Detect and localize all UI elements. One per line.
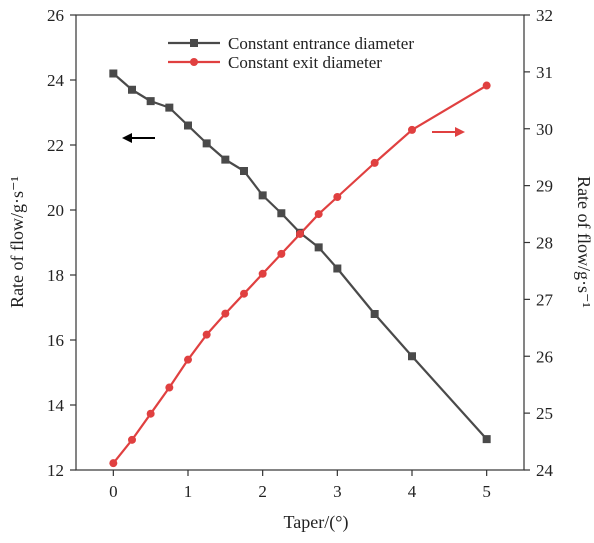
legend-label: Constant entrance diameter — [228, 34, 414, 53]
x-tick-label: 1 — [184, 482, 193, 501]
data-point-square — [146, 97, 155, 106]
data-point-square — [184, 121, 192, 130]
data-point-square — [109, 69, 118, 78]
series-line-2 — [112, 84, 488, 464]
y-left-tick-label: 18 — [47, 266, 64, 285]
data-point-square — [314, 243, 323, 252]
legend-label: Constant exit diameter — [228, 53, 382, 72]
x-tick-label: 2 — [258, 482, 267, 501]
data-point-square — [221, 155, 230, 164]
data-point-circle — [408, 125, 416, 134]
y-right-tick-label: 24 — [536, 461, 554, 480]
data-point-square — [333, 264, 342, 273]
annotations — [122, 127, 465, 143]
data-point-circle — [277, 249, 286, 258]
data-point-circle — [165, 383, 174, 392]
y-right-tick-label: 32 — [536, 6, 553, 25]
data-point-circle — [221, 309, 230, 318]
data-point-square — [165, 103, 174, 112]
y-left-tick-label: 14 — [47, 396, 65, 415]
y-left-tick-label: 20 — [47, 201, 64, 220]
data-point-square — [258, 191, 267, 200]
y-axis-title-left: Rate of flow/g·s⁻¹ — [7, 176, 27, 308]
data-point-circle — [202, 330, 211, 339]
data-point-circle — [146, 409, 155, 418]
data-point-circle — [128, 435, 136, 444]
x-tick-label: 4 — [408, 482, 417, 501]
series-line-1 — [112, 72, 488, 440]
data-point-square — [408, 352, 416, 361]
y-right-tick-label: 30 — [536, 120, 553, 139]
right-arrowhead — [455, 127, 465, 137]
y-right-tick-label: 25 — [536, 404, 553, 423]
data-point-circle — [240, 289, 248, 298]
legend-marker-circle — [190, 58, 198, 66]
series-layer — [109, 69, 491, 468]
y-left-tick-label: 22 — [47, 136, 64, 155]
y-right-tick-label: 28 — [536, 234, 553, 253]
y-left-tick-label: 26 — [47, 6, 64, 25]
data-point-circle — [109, 459, 118, 468]
x-axis-title: Taper/(°) — [284, 512, 349, 533]
data-point-square — [240, 167, 248, 175]
data-point-square — [482, 435, 491, 444]
data-point-circle — [333, 193, 342, 201]
legend-marker-square — [190, 39, 198, 47]
data-point-circle — [184, 355, 192, 364]
data-point-square — [277, 209, 286, 218]
y-right-tick-label: 27 — [536, 290, 554, 309]
y-right-tick-label: 29 — [536, 177, 553, 196]
left-arrowhead — [122, 133, 132, 143]
data-point-square — [370, 310, 379, 318]
data-point-circle — [296, 229, 304, 238]
data-point-circle — [370, 158, 379, 167]
data-point-square — [202, 139, 211, 148]
y-right-tick-label: 31 — [536, 63, 553, 82]
x-tick-label: 5 — [482, 482, 491, 501]
y-left-tick-label: 24 — [47, 71, 65, 90]
data-point-circle — [482, 81, 491, 90]
data-point-circle — [314, 210, 323, 219]
data-point-circle — [258, 269, 267, 278]
data-point-square — [128, 85, 136, 94]
y-left-tick-label: 12 — [47, 461, 64, 480]
y-right-tick-label: 26 — [536, 347, 553, 366]
y-axis-title-right: Rate of flow/g·s⁻¹ — [574, 176, 594, 308]
x-tick-label: 3 — [333, 482, 342, 501]
y-left-tick-label: 16 — [47, 331, 64, 350]
plot-frame — [75, 14, 525, 471]
x-tick-label: 0 — [109, 482, 118, 501]
